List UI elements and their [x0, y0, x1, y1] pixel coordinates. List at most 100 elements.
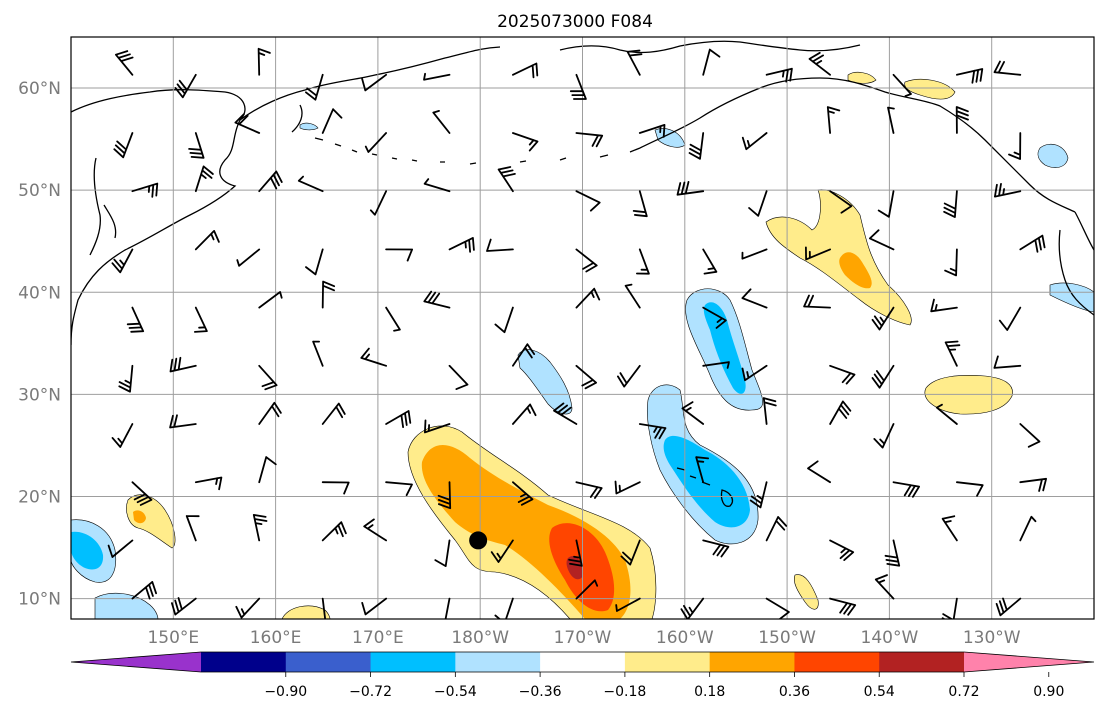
latitude-labels: 10°N 20°N 30°N 40°N 50°N 60°N	[18, 79, 61, 610]
wind-barb	[994, 183, 1022, 198]
lon-label: 170°E	[352, 628, 404, 648]
wind-barb	[956, 68, 984, 84]
lon-label: 130°W	[963, 628, 1021, 648]
wind-barb	[424, 419, 451, 434]
wind-barb	[615, 597, 641, 612]
wind-barb	[617, 364, 641, 388]
wind-barb	[113, 132, 134, 159]
yellow-west	[126, 494, 176, 549]
orange-west	[133, 510, 146, 524]
colorbar-segment	[709, 652, 795, 672]
wind-barb	[107, 539, 134, 558]
wind-barb	[448, 237, 475, 253]
wind-barb	[361, 73, 387, 92]
wind-barb	[361, 597, 387, 616]
wind-barb	[297, 175, 324, 193]
wind-barb	[993, 355, 1022, 369]
wind-barb	[575, 481, 603, 499]
wind-barb	[680, 597, 705, 619]
wind-barb	[434, 539, 451, 567]
wind-barb	[829, 364, 856, 385]
wind-barb	[884, 539, 901, 567]
wind-barbs	[107, 47, 1047, 619]
colorbar-segment	[370, 652, 456, 672]
colorbar-extend-low	[71, 652, 201, 672]
wind-barb	[1019, 477, 1047, 492]
wind-barb	[131, 481, 153, 506]
wind-barb	[941, 515, 958, 542]
colorbar-tick-label: 0.90	[1033, 684, 1064, 700]
coast-hawaii	[676, 467, 734, 507]
map-frame	[70, 36, 1095, 620]
wind-barb	[871, 306, 895, 331]
wind-barb	[626, 49, 643, 76]
lon-label: 150°W	[758, 628, 816, 648]
wind-barb	[741, 132, 768, 151]
coast-na-west	[1058, 211, 1094, 316]
wind-barb	[741, 364, 768, 382]
wind-barb	[826, 106, 841, 134]
wind-barb	[369, 190, 387, 216]
wind-barb	[688, 132, 705, 160]
wind-barb	[258, 291, 283, 309]
colorbar-tick-label: 0.72	[948, 684, 979, 700]
colorbar-tick-label: 0.18	[694, 684, 725, 700]
wind-barb	[312, 340, 324, 367]
wind-barb	[695, 456, 709, 484]
wind-barb	[956, 481, 984, 497]
wind-barb	[638, 124, 666, 138]
wind-barb	[874, 574, 895, 600]
wind-barb	[614, 480, 641, 495]
lat-label: 30°N	[18, 385, 61, 405]
wind-barb	[944, 248, 958, 277]
wind-barb	[194, 230, 220, 251]
wind-barb	[1019, 515, 1037, 542]
wind-barb	[432, 110, 451, 134]
lon-label: 150°E	[147, 628, 199, 648]
wind-barb	[305, 73, 324, 101]
colorbar-segment	[285, 652, 372, 672]
wind-barb	[575, 579, 599, 600]
wind-barb	[512, 403, 537, 425]
wind-barb	[568, 539, 583, 567]
wind-barb	[363, 518, 387, 542]
wind-barb	[423, 290, 451, 309]
wind-barb	[118, 364, 134, 393]
colorbar-tick-labels: −0.90 −0.72 −0.54 −0.36 −0.18 0.18 0.36 0.54 0.7…	[264, 672, 1064, 700]
wind-barb	[892, 481, 920, 498]
wind-barb	[257, 47, 271, 76]
wind-barb	[494, 597, 514, 619]
wind-barb	[494, 306, 514, 334]
wind-barb	[930, 298, 958, 313]
wind-barb	[115, 50, 134, 76]
wind-barb	[111, 248, 134, 274]
wind-barb	[171, 597, 197, 616]
yellow-hawaii-south	[793, 574, 819, 610]
wind-barb	[321, 108, 343, 134]
map-area	[71, 37, 1094, 619]
orange-ne-pacific	[839, 252, 872, 289]
lon-label: 160°W	[656, 628, 714, 648]
wind-barb	[807, 460, 831, 484]
lat-label: 40°N	[18, 283, 61, 303]
wind-barb	[194, 476, 223, 491]
wind-barb	[681, 401, 705, 425]
wind-barb	[575, 190, 601, 212]
blue-ne	[1037, 143, 1069, 168]
wind-barb	[829, 539, 855, 561]
wind-barb	[765, 516, 788, 542]
lat-label: 50°N	[18, 181, 61, 201]
storm-center-marker	[469, 531, 488, 550]
wind-barb	[512, 343, 536, 367]
wind-barb	[944, 340, 961, 367]
wind-barb	[575, 287, 601, 309]
wind-barb	[741, 288, 768, 309]
colorbar-tick-label: −0.54	[434, 684, 477, 700]
wind-barb	[702, 306, 727, 329]
wind-barb	[575, 132, 604, 148]
wind-barb	[437, 481, 452, 510]
wind-barb	[258, 170, 283, 193]
wind-barb	[702, 361, 730, 369]
wind-barb	[252, 514, 268, 542]
